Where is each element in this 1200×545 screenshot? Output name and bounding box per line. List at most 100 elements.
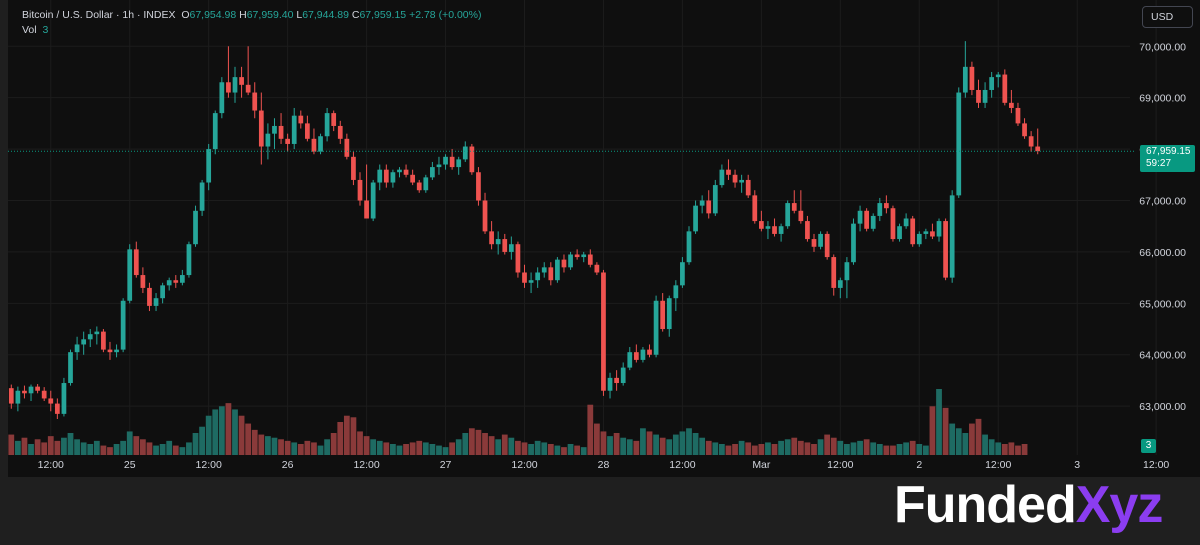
candle[interactable] [403, 164, 409, 178]
candle[interactable] [620, 362, 626, 386]
candle[interactable] [364, 164, 369, 219]
candle[interactable] [890, 205, 896, 242]
candle[interactable] [54, 398, 60, 420]
candle[interactable] [193, 205, 198, 247]
candle[interactable] [226, 46, 231, 98]
candle[interactable] [976, 79, 981, 108]
candle[interactable] [864, 208, 870, 232]
candle[interactable] [443, 154, 448, 170]
candle[interactable] [805, 215, 810, 242]
candle[interactable] [653, 295, 659, 358]
candle[interactable] [179, 269, 185, 286]
candle[interactable] [416, 179, 422, 193]
candle[interactable] [272, 118, 277, 150]
candle[interactable] [462, 141, 468, 162]
candle[interactable] [910, 215, 916, 247]
candle[interactable] [522, 264, 527, 288]
candle[interactable] [969, 61, 975, 96]
candle[interactable] [824, 231, 830, 260]
candle[interactable] [666, 295, 672, 337]
candle[interactable] [614, 370, 619, 391]
candle[interactable] [541, 262, 547, 278]
candle[interactable] [936, 218, 942, 242]
candle[interactable] [555, 257, 560, 283]
candle[interactable] [594, 262, 600, 276]
candle[interactable] [285, 133, 291, 152]
candle[interactable] [851, 218, 856, 265]
candle[interactable] [456, 156, 462, 175]
candle[interactable] [1009, 89, 1014, 114]
candle[interactable] [166, 277, 172, 291]
candle[interactable] [22, 385, 27, 399]
candle[interactable] [548, 262, 554, 286]
candle[interactable] [127, 244, 133, 304]
candle[interactable] [232, 66, 238, 103]
candle[interactable] [377, 164, 383, 191]
candle[interactable] [258, 92, 264, 165]
candle[interactable] [147, 282, 152, 312]
candle[interactable] [482, 192, 488, 234]
candle[interactable] [647, 344, 652, 358]
candle[interactable] [1028, 131, 1034, 152]
candle[interactable] [35, 384, 40, 394]
candle[interactable] [877, 197, 883, 222]
candle[interactable] [495, 231, 501, 255]
candle[interactable] [706, 190, 712, 219]
candle[interactable] [186, 241, 192, 278]
candle[interactable] [897, 223, 902, 242]
candle[interactable] [278, 113, 284, 144]
candle[interactable] [884, 195, 889, 214]
candle[interactable] [949, 190, 955, 283]
candle[interactable] [331, 110, 337, 132]
symbol-title[interactable]: Bitcoin / U.S. Dollar · 1h · INDEX [22, 9, 176, 21]
candle[interactable] [390, 169, 396, 188]
candle[interactable] [489, 221, 494, 250]
candle[interactable] [601, 269, 606, 396]
candle[interactable] [574, 249, 580, 260]
candle[interactable] [239, 66, 244, 98]
candle[interactable] [739, 174, 744, 193]
candle[interactable] [587, 249, 593, 268]
candle[interactable] [206, 143, 212, 191]
candle[interactable] [811, 233, 817, 252]
candle[interactable] [252, 82, 258, 119]
candle[interactable] [508, 236, 514, 260]
candle[interactable] [383, 164, 389, 188]
candle[interactable] [673, 280, 679, 312]
candle[interactable] [1022, 118, 1027, 139]
candle[interactable] [337, 120, 343, 144]
candle[interactable] [410, 169, 416, 186]
candle[interactable] [903, 213, 909, 229]
candle[interactable] [357, 172, 363, 206]
candle[interactable] [449, 149, 455, 170]
candlestick-chart[interactable]: 63,000.00 64,000.00 65,000.00 66,000.00 67,0… [8, 0, 1200, 477]
candle[interactable] [61, 377, 67, 417]
candle[interactable] [291, 107, 297, 150]
candle[interactable] [607, 372, 613, 399]
candle[interactable] [535, 267, 541, 288]
candle[interactable] [581, 251, 587, 263]
candle[interactable] [41, 387, 47, 402]
candle[interactable] [436, 156, 442, 175]
candle[interactable] [916, 231, 922, 247]
chart-panel[interactable]: 63,000.00 64,000.00 65,000.00 66,000.00 67,0… [8, 0, 1200, 477]
candle[interactable] [785, 200, 791, 229]
candle[interactable] [153, 293, 159, 312]
candle[interactable] [818, 231, 823, 250]
candle[interactable] [772, 218, 777, 237]
candle[interactable] [87, 329, 93, 348]
candle[interactable] [1015, 102, 1021, 126]
candle[interactable] [1002, 69, 1008, 106]
currency-button[interactable]: USD [1142, 6, 1193, 28]
candle[interactable] [94, 326, 100, 345]
candle[interactable] [561, 254, 567, 273]
candle[interactable] [28, 384, 34, 402]
candle[interactable] [745, 174, 751, 198]
candle[interactable] [831, 254, 837, 296]
candle[interactable] [476, 167, 481, 206]
candle[interactable] [344, 133, 350, 160]
candle[interactable] [219, 77, 225, 119]
candle[interactable] [107, 341, 113, 360]
candle[interactable] [370, 179, 376, 222]
candle[interactable] [305, 115, 310, 142]
